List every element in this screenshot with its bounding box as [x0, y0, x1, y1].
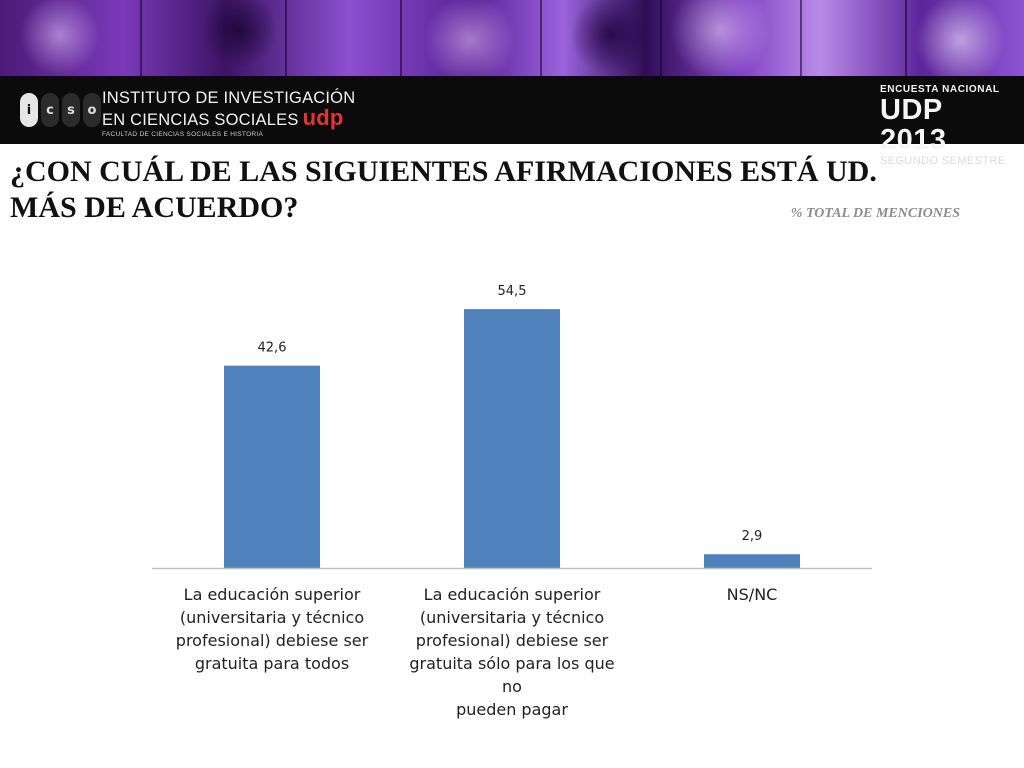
- faculty-name: FACULTAD DE CIENCIAS SOCIALES E HISTORIA: [102, 131, 264, 138]
- bar-value-label-1: 42,6: [258, 341, 287, 356]
- x-tick-label-3-line-1: NS/NC: [726, 585, 778, 604]
- icso-letter-c: c: [41, 93, 59, 127]
- chart-subtitle: % TOTAL DE MENCIONES: [790, 206, 960, 221]
- page-title-line1: ¿CON CUÁL DE LAS SIGUIENTES AFIRMACIONES…: [10, 155, 877, 188]
- x-tick-label-1-line-4: gratuita para todos: [194, 654, 350, 673]
- bar-2: [464, 309, 560, 568]
- x-tick-label-2-line-4: gratuita sólo para los que no: [409, 654, 615, 696]
- x-tick-label-1-line-3: profesional) debiese ser: [175, 631, 369, 650]
- bar-chart: 42,6 54,5 2,9: [152, 284, 872, 570]
- survey-badge-top: ENCUESTA NACIONAL: [880, 84, 1000, 95]
- bar-1: [224, 365, 320, 568]
- bar-3: [704, 554, 800, 568]
- survey-badge-sub: SEGUNDO SEMESTRE: [880, 155, 1006, 167]
- icso-letter-o: o: [83, 93, 101, 127]
- institute-name-line2: EN CIENCIAS SOCIALES udp: [102, 105, 355, 130]
- page-title-line2: MÁS DE ACUERDO?: [10, 191, 299, 224]
- x-tick-label-2-line-2: (universitaria y técnico: [419, 608, 605, 627]
- icso-logo: i c s o: [20, 93, 101, 127]
- logo-bar: [0, 76, 1024, 144]
- x-tick-label-3: NS/NC: [642, 583, 862, 606]
- x-tick-label-1-line-2: (universitaria y técnico: [179, 608, 365, 627]
- x-tick-label-2-line-5: pueden pagar: [456, 700, 568, 719]
- x-tick-label-1-line-1: La educación superior: [183, 585, 361, 604]
- page-title: ¿CON CUÁL DE LAS SIGUIENTES AFIRMACIONES…: [10, 154, 877, 226]
- x-tick-label-1: La educación superior (universitaria y té…: [162, 583, 382, 675]
- institute-name-line1: INSTITUTO DE INVESTIGACIÓN: [102, 89, 356, 107]
- x-tick-label-2-line-3: profesional) debiese ser: [415, 631, 609, 650]
- institute-name: INSTITUTO DE INVESTIGACIÓN EN CIENCIAS S…: [102, 89, 355, 138]
- bar-value-label-2: 54,5: [498, 284, 527, 299]
- bar-value-label-3: 2,9: [742, 529, 763, 544]
- x-tick-label-2-line-1: La educación superior: [423, 585, 601, 604]
- udp-wordmark: udp: [302, 105, 344, 130]
- survey-badge: ENCUESTA NACIONAL UDP 2013 SEGUNDO SEMES…: [880, 84, 1014, 167]
- survey-badge-main: UDP 2013: [880, 94, 947, 156]
- icso-letter-s: s: [62, 93, 80, 127]
- x-tick-label-2: La educación superior (universitaria y té…: [402, 583, 622, 721]
- institute-name-line2-text: EN CIENCIAS SOCIALES: [102, 111, 299, 129]
- photo-collage-banner: [0, 0, 1024, 76]
- icso-letter-i: i: [20, 93, 38, 127]
